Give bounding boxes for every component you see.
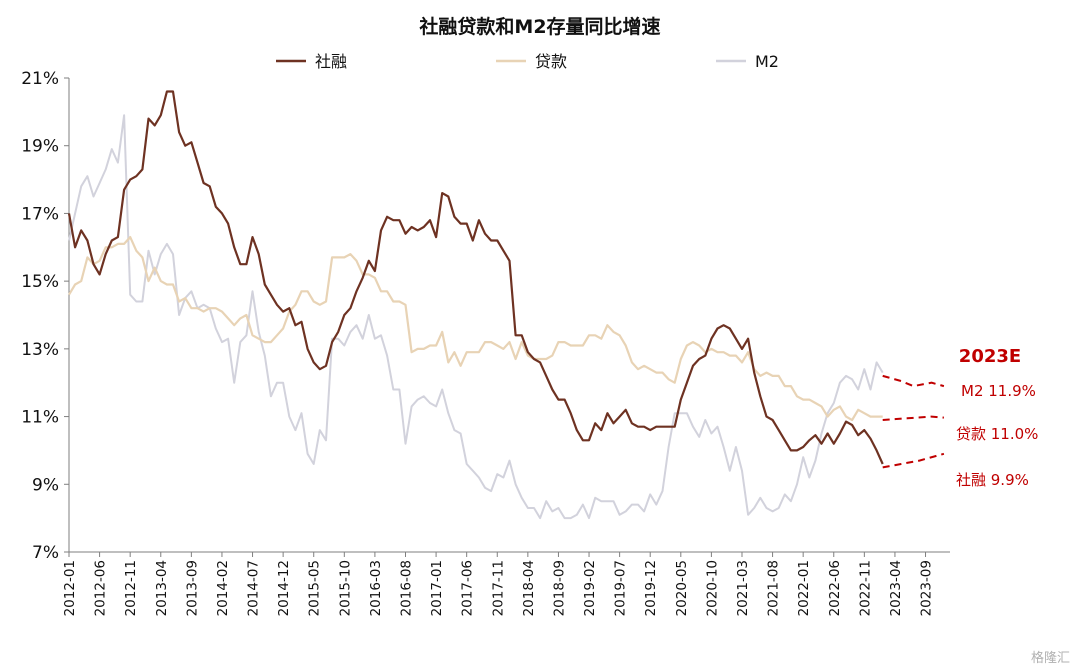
x-tick-label: 2013-04: [154, 560, 170, 616]
y-tick-label: 21%: [21, 69, 59, 89]
x-tick-label: 2022-11: [857, 560, 873, 616]
x-tick-label: 2012-06: [93, 560, 109, 616]
forecast-header: 2023E: [959, 346, 1021, 367]
x-tick-label: 2012-11: [123, 560, 139, 616]
x-tick-label: 2021-08: [766, 560, 782, 616]
x-tick-label: 2023-09: [919, 560, 935, 616]
x-tick-label: 2019-07: [613, 560, 629, 616]
forecast-layer: [882, 374, 945, 469]
y-tick-label: 9%: [32, 475, 59, 495]
series-line-m2: [68, 114, 884, 520]
forecast-label-m2: M2 11.9%: [961, 382, 1036, 400]
x-tick-label: 2020-05: [674, 560, 690, 616]
series-line-loans: [68, 236, 883, 422]
x-tick-label: 2013-09: [184, 560, 200, 616]
x-tick-label: 2022-06: [827, 560, 843, 616]
watermark-logo: 格隆汇: [1030, 651, 1070, 666]
forecast-label-loans: 贷款 11.0%: [956, 425, 1038, 443]
y-tick-label: 7%: [32, 543, 59, 563]
x-tick-label: 2015-10: [337, 560, 353, 616]
legend-label-tsf: 社融: [315, 52, 347, 71]
x-tick-label: 2020-10: [704, 560, 720, 616]
y-tick-label: 11%: [21, 408, 59, 428]
x-tick-label: 2017-06: [460, 560, 476, 616]
x-tick-label: 2023-04: [888, 560, 904, 616]
axes: 7% 9% 11% 13% 15% 17% 19% 21% 2012-01 2012-06 2012…: [21, 69, 950, 616]
y-tick-label: 13%: [21, 340, 59, 360]
x-tick-label: 2016-08: [398, 560, 414, 616]
x-tick-label: 2018-09: [551, 560, 567, 616]
x-tick-label: 2019-12: [643, 560, 659, 616]
y-tick-label: 17%: [21, 204, 59, 224]
series-layer: [67, 90, 884, 520]
x-tick-label: 2021-03: [735, 560, 751, 616]
x-tick-label: 2019-02: [582, 560, 598, 616]
forecast-label-tsf: 社融 9.9%: [956, 471, 1029, 489]
y-tick-label: 15%: [21, 272, 59, 292]
x-tick-label: 2016-03: [368, 560, 384, 616]
series-line-tsf: [67, 90, 884, 465]
chart-title: 社融贷款和M2存量同比增速: [418, 15, 660, 38]
x-tick-label: 2014-12: [276, 560, 292, 616]
x-tick-label: 2018-04: [521, 560, 537, 616]
legend-label-loans: 贷款: [535, 52, 567, 71]
forecast-line-loans: [882, 415, 944, 421]
forecast-annotations: 2023E M2 11.9% 贷款 11.0% 社融 9.9%: [956, 346, 1038, 489]
x-tick-label: 2017-01: [429, 560, 445, 616]
legend-label-m2: M2: [755, 52, 779, 71]
x-tick-label: 2012-01: [62, 560, 78, 616]
forecast-line-tsf: [882, 452, 945, 469]
forecast-line-m2: [882, 374, 945, 388]
x-tick-label: 2017-11: [490, 560, 506, 616]
x-tick-label: 2015-05: [307, 560, 323, 616]
y-tick-label: 19%: [21, 137, 59, 157]
x-tick-label: 2014-07: [246, 560, 262, 616]
x-tick-label: 2022-01: [796, 560, 812, 616]
x-tick-label: 2014-02: [215, 560, 231, 616]
legend: 社融 贷款 M2: [276, 52, 779, 71]
